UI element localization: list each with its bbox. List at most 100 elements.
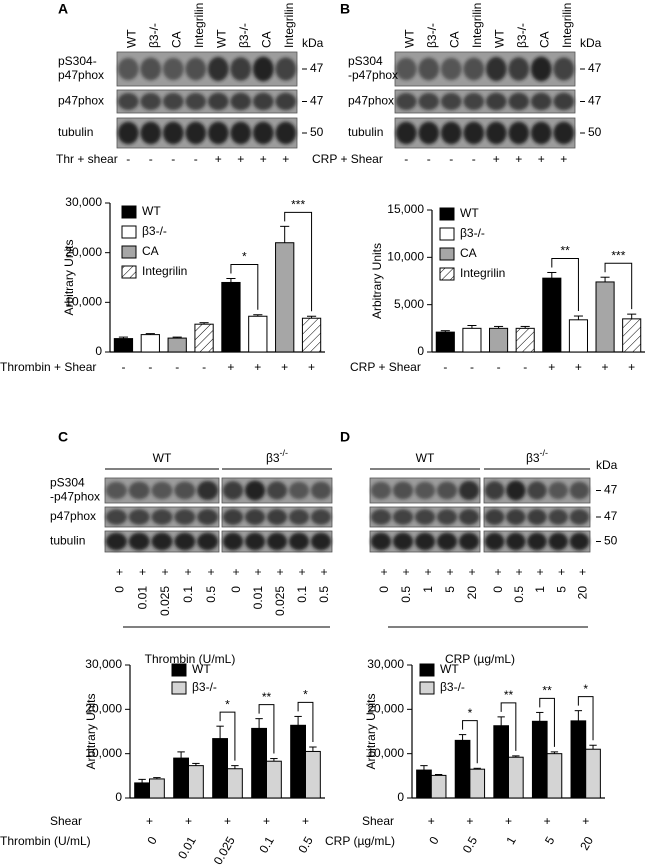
- shear-sign: +: [544, 814, 551, 828]
- legend-label: WT: [142, 204, 161, 218]
- blot-band: [266, 481, 288, 500]
- shear-sign: +: [399, 568, 413, 575]
- blot-band: [548, 532, 568, 551]
- x-axis-title: CRP + Shear: [350, 360, 421, 374]
- shear-sign: +: [146, 814, 153, 828]
- blot-band: [553, 92, 575, 111]
- blot-band: [230, 57, 252, 81]
- shear-sign: +: [135, 568, 149, 575]
- y-tick-label: 30,000: [65, 195, 102, 209]
- bar: [134, 782, 150, 799]
- blot-band: [275, 121, 297, 145]
- error-bar: [231, 765, 239, 769]
- dose-axis-label: CRP (µg/mL): [445, 652, 515, 666]
- lane-label: WT: [402, 29, 416, 48]
- blot-band: [392, 481, 414, 500]
- x-axis-title: CRP (µg/mL): [325, 834, 395, 848]
- dose-label: 0: [377, 586, 391, 593]
- significance-label: ***: [611, 248, 625, 262]
- error-bar: [118, 336, 129, 339]
- legend-swatch: [439, 247, 455, 261]
- bar: [305, 750, 321, 799]
- treatment-sign: +: [215, 152, 222, 166]
- shear-sign: +: [113, 568, 127, 575]
- blot-band: [548, 509, 568, 525]
- y-tick-label: 10,000: [387, 250, 424, 264]
- error-bar: [434, 774, 443, 776]
- shear-sign: +: [224, 814, 231, 828]
- significance-bracket: [539, 697, 555, 747]
- lane-label: Integrilin: [282, 3, 296, 48]
- significance-label: ***: [291, 198, 305, 212]
- legend-label: WT: [460, 206, 479, 220]
- bar: [275, 242, 295, 353]
- y-tick-label: 0: [417, 344, 424, 358]
- blot-band: [527, 532, 547, 551]
- legend-swatch: [121, 245, 137, 259]
- x-tick-label: +: [602, 360, 609, 374]
- blot-band: [530, 121, 552, 145]
- shear-sign: +: [491, 568, 505, 575]
- lane-label: Integrilin: [560, 3, 574, 48]
- legend-swatch: [171, 681, 187, 695]
- bar: [568, 319, 588, 353]
- bar: [167, 337, 187, 353]
- dose-label: 20: [576, 586, 590, 600]
- blot-band: [440, 57, 462, 81]
- blot-band: [418, 92, 440, 111]
- significance-bracket: [500, 702, 517, 751]
- blot-band: [484, 481, 505, 500]
- bar: [493, 725, 510, 799]
- row-label: p47phox: [58, 68, 104, 82]
- lane-label: CA: [169, 31, 183, 48]
- blot-band: [458, 480, 480, 501]
- error-bar: [172, 336, 182, 339]
- x-tick-label: +: [575, 360, 582, 374]
- y-axis-title: Arbitrary Units: [364, 693, 378, 769]
- group-name: WT: [416, 451, 435, 465]
- x-tick-label: -: [202, 360, 206, 374]
- shear-sign: +: [229, 568, 243, 575]
- group-label: β3-/-: [266, 448, 288, 465]
- bar: [622, 318, 642, 353]
- legend-label: CA: [460, 246, 477, 260]
- panel-letter: D: [340, 429, 350, 445]
- treatment-sign: -: [126, 152, 130, 166]
- bar: [266, 760, 282, 799]
- dose-label: 0.025: [158, 586, 172, 616]
- blot-band: [458, 509, 480, 525]
- blot-band: [440, 92, 462, 111]
- blot-band: [395, 121, 417, 145]
- blot-band: [244, 480, 266, 501]
- dose-label: 0.01: [135, 586, 149, 610]
- bar: [301, 317, 322, 353]
- significance-bracket: [219, 711, 236, 761]
- bar: [251, 727, 267, 799]
- legend-swatch: [171, 663, 187, 677]
- marker-label: 47: [588, 61, 602, 75]
- row-label: p47phox: [348, 94, 394, 108]
- dose-label: 0.01: [251, 586, 265, 610]
- blot-band: [105, 532, 127, 551]
- blot-band: [414, 509, 436, 525]
- lane-label: CA: [447, 31, 461, 48]
- bar: [454, 739, 471, 799]
- x-tick-label: +: [548, 360, 555, 374]
- legend-label: WT: [440, 662, 459, 676]
- significance-bracket: [284, 211, 313, 312]
- legend-label: β3-/-: [460, 226, 485, 240]
- blot-band: [222, 481, 244, 500]
- shear-sign: +: [533, 568, 547, 575]
- marker-label: 47: [604, 483, 618, 497]
- significance-label: *: [583, 682, 588, 696]
- treatment-sign: -: [472, 152, 476, 166]
- blot-band: [463, 57, 485, 81]
- x-tick-label: 0: [426, 834, 442, 847]
- bar: [173, 757, 189, 799]
- y-tick-label: 20,000: [367, 702, 404, 716]
- blot-band: [185, 121, 207, 145]
- blot-band: [370, 481, 392, 500]
- bar: [469, 768, 486, 799]
- significance-bracket: [551, 257, 579, 312]
